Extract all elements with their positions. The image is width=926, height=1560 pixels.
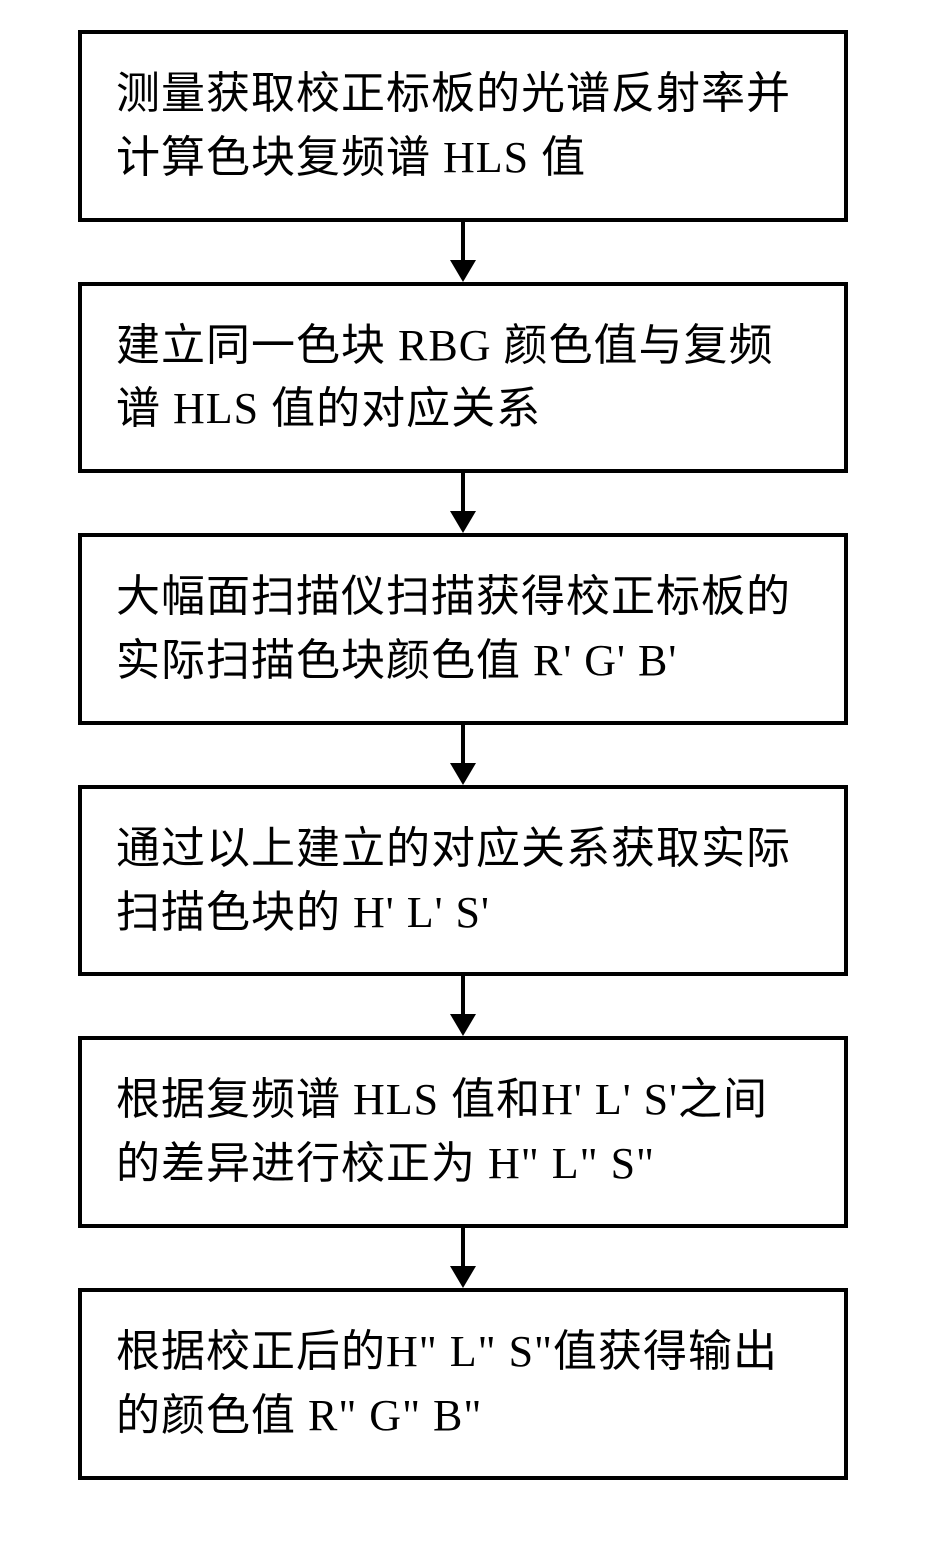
arrow-icon bbox=[443, 976, 483, 1036]
arrow-icon bbox=[443, 222, 483, 282]
flow-node-3-label: 大幅面扫描仪扫描获得校正标板的实际扫描色块颜色值 R' G' B' bbox=[116, 572, 791, 685]
flow-node-2-label: 建立同一色块 RBG 颜色值与复频谱 HLS 值的对应关系 bbox=[116, 321, 773, 434]
flow-node-4: 通过以上建立的对应关系获取实际扫描色块的 H' L' S' bbox=[78, 785, 848, 977]
arrow-icon bbox=[443, 1228, 483, 1288]
flow-node-1-label: 测量获取校正标板的光谱反射率并计算色块复频谱 HLS 值 bbox=[116, 69, 791, 182]
flow-node-6-label: 根据校正后的H" L" S"值获得输出的颜色值 R" G" B" bbox=[116, 1327, 778, 1440]
flow-node-5: 根据复频谱 HLS 值和H' L' S'之间的差异进行校正为 H" L" S" bbox=[78, 1036, 848, 1228]
arrow-icon bbox=[443, 473, 483, 533]
flow-node-5-label: 根据复频谱 HLS 值和H' L' S'之间的差异进行校正为 H" L" S" bbox=[116, 1075, 768, 1188]
flow-node-6: 根据校正后的H" L" S"值获得输出的颜色值 R" G" B" bbox=[78, 1288, 848, 1480]
flow-node-3: 大幅面扫描仪扫描获得校正标板的实际扫描色块颜色值 R' G' B' bbox=[78, 533, 848, 725]
flow-node-4-label: 通过以上建立的对应关系获取实际扫描色块的 H' L' S' bbox=[116, 824, 791, 937]
flowchart-container: 测量获取校正标板的光谱反射率并计算色块复频谱 HLS 值 建立同一色块 RBG … bbox=[0, 0, 926, 1480]
arrow-icon bbox=[443, 725, 483, 785]
flow-node-2: 建立同一色块 RBG 颜色值与复频谱 HLS 值的对应关系 bbox=[78, 282, 848, 474]
flow-node-1: 测量获取校正标板的光谱反射率并计算色块复频谱 HLS 值 bbox=[78, 30, 848, 222]
